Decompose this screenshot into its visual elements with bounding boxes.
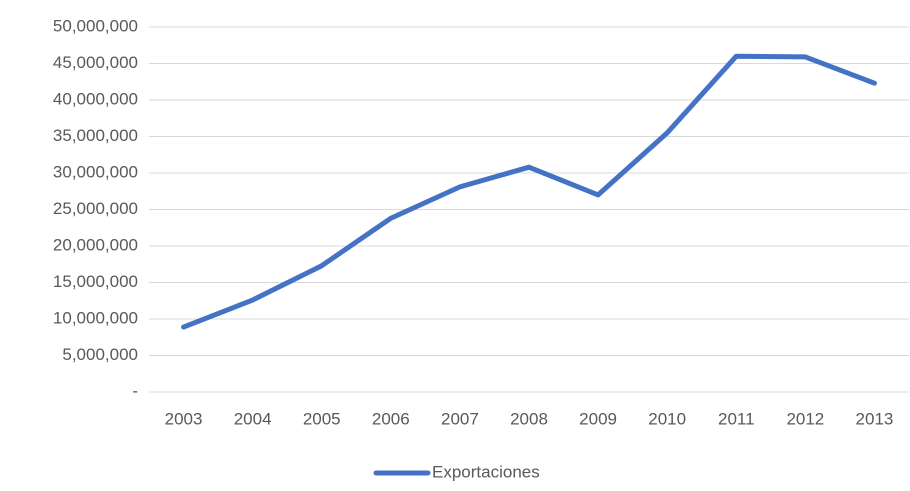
y-tick-label: 20,000,000 <box>53 235 138 254</box>
x-tick-label: 2011 <box>718 409 755 428</box>
x-tick-label: 2007 <box>441 409 479 428</box>
legend-label: Exportaciones <box>432 462 540 481</box>
x-tick-label: 2008 <box>510 409 548 428</box>
x-tick-label: 2010 <box>648 409 686 428</box>
y-tick-label: 30,000,000 <box>53 162 138 181</box>
x-tick-label: 2004 <box>234 409 272 428</box>
x-tick-label: 2012 <box>786 409 824 428</box>
y-tick-label: 50,000,000 <box>53 16 138 35</box>
x-tick-label: 2003 <box>165 409 203 428</box>
x-tick-label: 2009 <box>579 409 617 428</box>
x-tick-label: 2013 <box>856 409 894 428</box>
data-line <box>181 53 877 330</box>
x-tick-label: 2006 <box>372 409 410 428</box>
y-tick-label: 5,000,000 <box>62 345 138 364</box>
y-tick-label: 10,000,000 <box>53 308 138 327</box>
x-tick-label: 2005 <box>303 409 341 428</box>
y-tick-label: 40,000,000 <box>53 89 138 108</box>
y-tick-label: 35,000,000 <box>53 126 138 145</box>
y-tick-label: 15,000,000 <box>53 272 138 291</box>
y-tick-label: 45,000,000 <box>53 53 138 72</box>
y-tick-label: - <box>132 381 138 400</box>
y-tick-label: 25,000,000 <box>53 199 138 218</box>
